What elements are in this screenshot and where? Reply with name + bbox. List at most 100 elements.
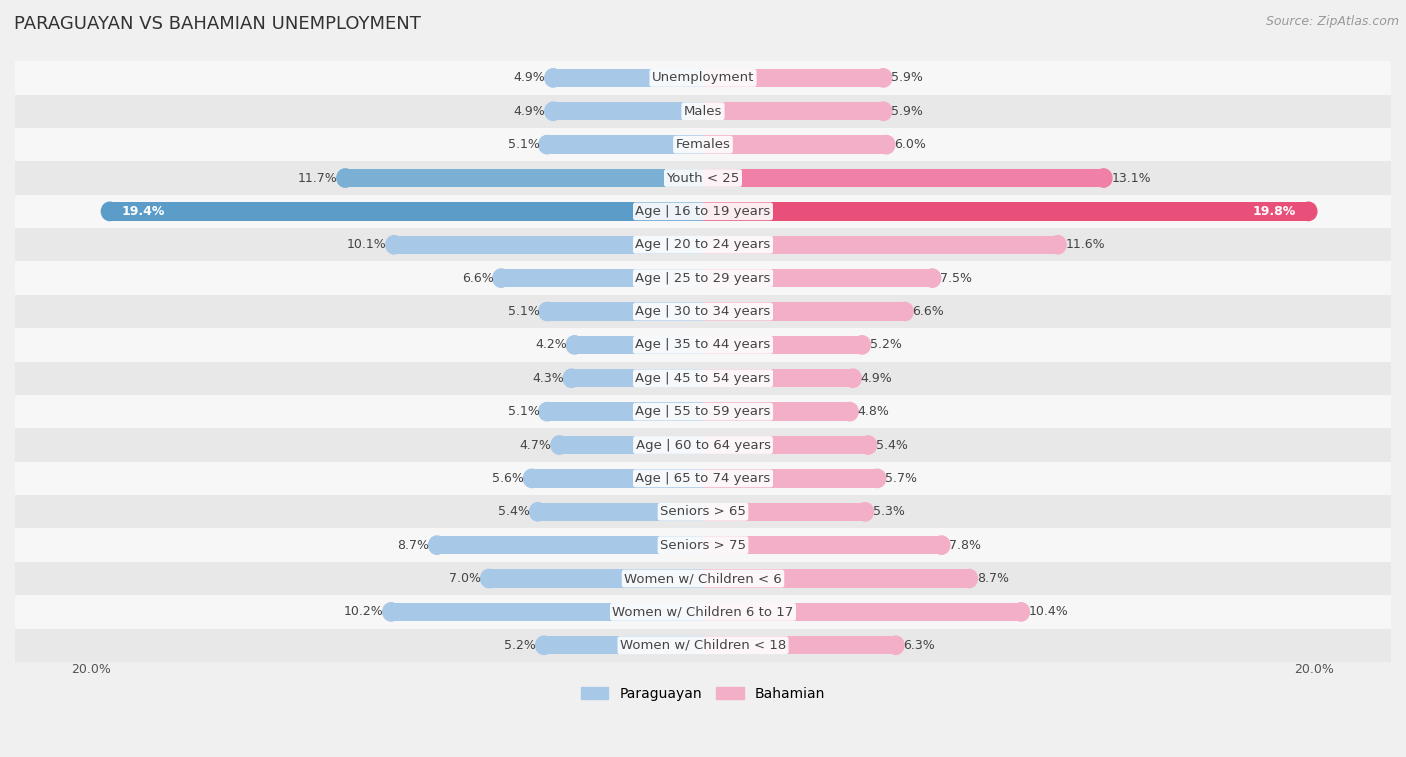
Circle shape bbox=[1012, 603, 1029, 621]
Bar bbox=[703, 169, 1104, 187]
Circle shape bbox=[1095, 169, 1112, 187]
Bar bbox=[15, 395, 1391, 428]
Bar bbox=[110, 202, 703, 220]
Text: Women w/ Children < 6: Women w/ Children < 6 bbox=[624, 572, 782, 585]
Text: Age | 35 to 44 years: Age | 35 to 44 years bbox=[636, 338, 770, 351]
Bar bbox=[703, 102, 883, 120]
Text: Age | 45 to 54 years: Age | 45 to 54 years bbox=[636, 372, 770, 385]
Circle shape bbox=[538, 136, 555, 154]
Bar bbox=[391, 603, 703, 621]
Circle shape bbox=[538, 403, 555, 421]
Circle shape bbox=[544, 102, 561, 120]
Text: Age | 65 to 74 years: Age | 65 to 74 years bbox=[636, 472, 770, 485]
Text: 10.2%: 10.2% bbox=[343, 606, 384, 618]
Text: 7.0%: 7.0% bbox=[450, 572, 481, 585]
Bar bbox=[703, 569, 969, 587]
Bar bbox=[703, 636, 896, 655]
Circle shape bbox=[385, 235, 402, 254]
Text: 5.4%: 5.4% bbox=[876, 438, 908, 451]
Bar bbox=[15, 161, 1391, 195]
Bar bbox=[15, 595, 1391, 628]
Circle shape bbox=[934, 536, 950, 554]
Text: 10.1%: 10.1% bbox=[347, 238, 387, 251]
Text: Source: ZipAtlas.com: Source: ZipAtlas.com bbox=[1265, 15, 1399, 28]
Circle shape bbox=[530, 503, 547, 521]
Text: 6.0%: 6.0% bbox=[894, 138, 927, 151]
Text: 6.6%: 6.6% bbox=[461, 272, 494, 285]
Circle shape bbox=[564, 369, 579, 388]
Text: 6.6%: 6.6% bbox=[912, 305, 945, 318]
Bar bbox=[15, 628, 1391, 662]
Bar bbox=[703, 136, 886, 154]
Circle shape bbox=[101, 202, 118, 220]
Bar bbox=[703, 235, 1057, 254]
Text: Youth < 25: Youth < 25 bbox=[666, 172, 740, 185]
Circle shape bbox=[845, 369, 862, 388]
Bar bbox=[538, 503, 703, 521]
Bar bbox=[15, 462, 1391, 495]
Text: 4.9%: 4.9% bbox=[513, 71, 546, 84]
Text: 5.4%: 5.4% bbox=[498, 505, 530, 519]
Text: Age | 25 to 29 years: Age | 25 to 29 years bbox=[636, 272, 770, 285]
Text: 19.8%: 19.8% bbox=[1253, 205, 1296, 218]
Bar bbox=[703, 302, 905, 321]
Text: 4.2%: 4.2% bbox=[536, 338, 567, 351]
Text: 11.7%: 11.7% bbox=[298, 172, 337, 185]
Text: 20.0%: 20.0% bbox=[72, 663, 111, 676]
Bar bbox=[15, 562, 1391, 595]
Bar bbox=[531, 469, 703, 488]
Text: Women w/ Children 6 to 17: Women w/ Children 6 to 17 bbox=[613, 606, 793, 618]
Circle shape bbox=[960, 569, 977, 587]
Bar bbox=[15, 294, 1391, 329]
Text: 7.8%: 7.8% bbox=[949, 539, 981, 552]
Circle shape bbox=[875, 102, 891, 120]
Circle shape bbox=[429, 536, 446, 554]
Bar bbox=[547, 403, 703, 421]
Text: 13.1%: 13.1% bbox=[1111, 172, 1152, 185]
Text: 10.4%: 10.4% bbox=[1029, 606, 1069, 618]
Circle shape bbox=[879, 136, 894, 154]
Bar bbox=[489, 569, 703, 587]
Bar bbox=[346, 169, 703, 187]
Circle shape bbox=[859, 436, 876, 454]
Circle shape bbox=[841, 403, 858, 421]
Circle shape bbox=[551, 436, 568, 454]
Circle shape bbox=[875, 69, 891, 87]
Bar bbox=[703, 403, 849, 421]
Text: Age | 55 to 59 years: Age | 55 to 59 years bbox=[636, 405, 770, 418]
Text: Unemployment: Unemployment bbox=[652, 71, 754, 84]
Text: Women w/ Children < 18: Women w/ Children < 18 bbox=[620, 639, 786, 652]
Text: Females: Females bbox=[675, 138, 731, 151]
Circle shape bbox=[481, 569, 498, 587]
Text: 5.9%: 5.9% bbox=[891, 71, 922, 84]
Circle shape bbox=[492, 269, 509, 288]
Circle shape bbox=[897, 302, 914, 321]
Bar bbox=[15, 228, 1391, 261]
Circle shape bbox=[567, 335, 583, 354]
Text: 4.7%: 4.7% bbox=[520, 438, 551, 451]
Circle shape bbox=[887, 636, 904, 655]
Bar bbox=[547, 302, 703, 321]
Circle shape bbox=[1049, 235, 1066, 254]
Bar bbox=[437, 536, 703, 554]
Bar bbox=[15, 261, 1391, 294]
Circle shape bbox=[337, 169, 354, 187]
Bar bbox=[15, 528, 1391, 562]
Text: 5.3%: 5.3% bbox=[873, 505, 904, 519]
Bar bbox=[553, 69, 703, 87]
Text: Age | 60 to 64 years: Age | 60 to 64 years bbox=[636, 438, 770, 451]
Text: 5.1%: 5.1% bbox=[508, 405, 540, 418]
Bar bbox=[501, 269, 703, 288]
Bar bbox=[15, 128, 1391, 161]
Circle shape bbox=[869, 469, 886, 488]
Bar bbox=[15, 195, 1391, 228]
Bar bbox=[703, 503, 865, 521]
Text: Seniors > 75: Seniors > 75 bbox=[659, 539, 747, 552]
Text: 4.9%: 4.9% bbox=[860, 372, 893, 385]
Text: Age | 16 to 19 years: Age | 16 to 19 years bbox=[636, 205, 770, 218]
Text: 5.6%: 5.6% bbox=[492, 472, 524, 485]
Text: Age | 30 to 34 years: Age | 30 to 34 years bbox=[636, 305, 770, 318]
Bar bbox=[703, 269, 932, 288]
Text: 5.1%: 5.1% bbox=[508, 305, 540, 318]
Text: 19.4%: 19.4% bbox=[122, 205, 166, 218]
